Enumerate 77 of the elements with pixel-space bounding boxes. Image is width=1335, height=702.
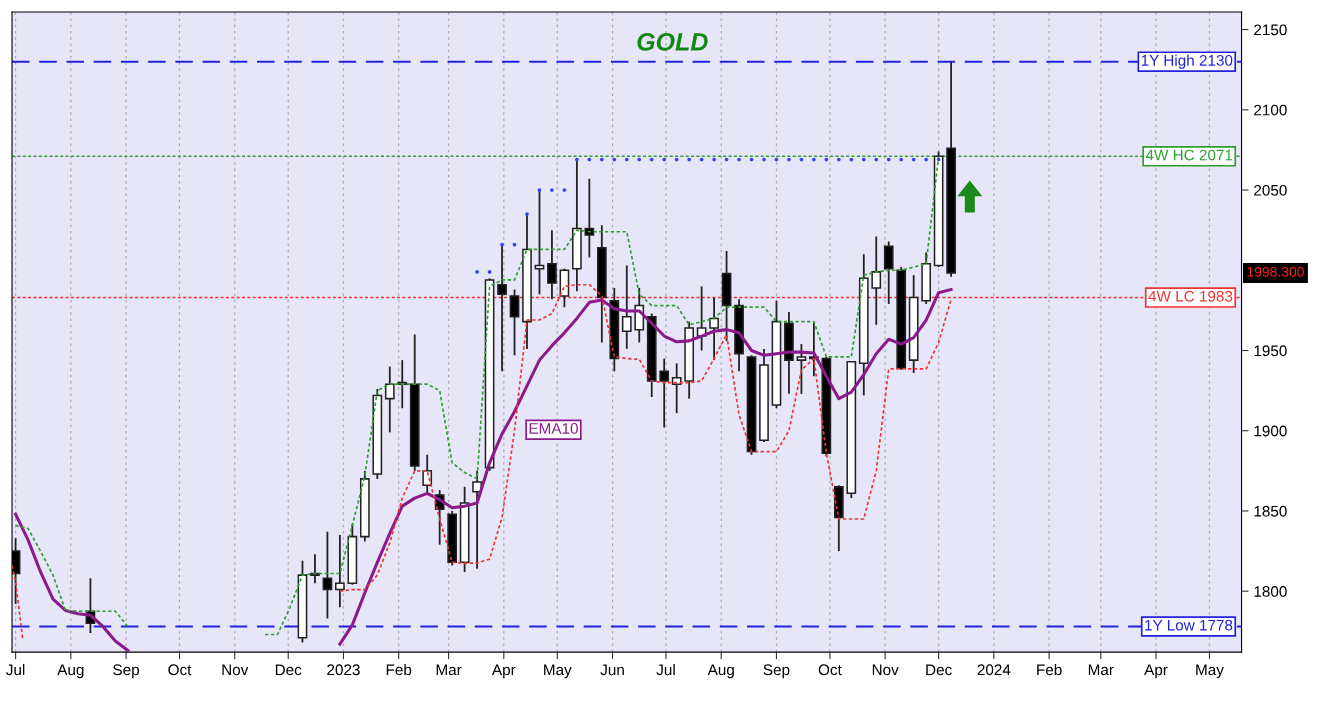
point <box>537 188 542 192</box>
candlestick <box>584 177 595 259</box>
series-label: EMA10 <box>529 422 578 434</box>
text: GOLD <box>637 32 708 51</box>
x-tick-label: Mar <box>436 664 462 676</box>
y-tick-label: 1800 <box>1254 586 1287 597</box>
point <box>861 157 866 162</box>
point <box>550 188 554 192</box>
x-tick-label: Jul <box>6 663 25 676</box>
candlestick <box>509 288 520 357</box>
point <box>487 270 492 274</box>
x-tick-label: Apr <box>491 664 516 679</box>
candlestick <box>384 365 395 434</box>
x-tick-label: Nov <box>872 664 899 676</box>
point <box>562 188 567 192</box>
x-tick-label: May <box>544 664 572 679</box>
x-tick-label: Oct <box>168 664 192 676</box>
ref-line-label: 4W HC 2071 <box>1145 149 1233 161</box>
x-tick-label: Jun <box>600 664 624 676</box>
point <box>637 157 642 162</box>
candlestick <box>335 534 345 609</box>
point <box>649 157 654 162</box>
candlestick <box>871 235 882 326</box>
y-tick-label: 1850 <box>1254 505 1287 517</box>
candlestick <box>659 357 670 429</box>
x-tick-label: May <box>1196 664 1224 679</box>
point <box>575 157 579 162</box>
y-tick-label: 2100 <box>1254 104 1287 116</box>
x-tick-label: Mar <box>1088 664 1114 676</box>
x-tick-label: 2023 <box>327 664 360 676</box>
x-tick-label: Nov <box>222 664 249 676</box>
point <box>899 157 904 162</box>
candlestick <box>547 229 557 301</box>
point <box>812 157 816 162</box>
point <box>687 157 691 162</box>
point <box>712 157 716 162</box>
point <box>849 157 854 162</box>
point <box>886 157 891 162</box>
candlestick <box>709 296 719 362</box>
candlestick <box>497 243 507 373</box>
x-tick-label: Aug <box>57 664 84 679</box>
point <box>600 157 604 162</box>
y-tick-label: 1950 <box>1254 345 1287 357</box>
candlestick <box>796 343 807 395</box>
point <box>500 242 504 247</box>
candlestick <box>472 469 482 570</box>
x-tick-label: 2024 <box>977 664 1011 676</box>
point <box>787 157 791 162</box>
point <box>525 212 529 216</box>
candlestick <box>671 362 682 414</box>
point <box>612 157 617 162</box>
point <box>475 270 479 274</box>
x-tick-label: Sep <box>113 664 140 679</box>
point <box>924 157 928 162</box>
y-tick-label: 2050 <box>1254 184 1287 196</box>
candlestick <box>883 240 894 305</box>
point <box>837 157 841 162</box>
point <box>874 157 879 162</box>
x-tick-label: Jul <box>656 663 675 676</box>
x-tick-label: Feb <box>386 663 412 676</box>
y-tick-label: 1900 <box>1254 425 1287 437</box>
x-tick-label: Oct <box>818 664 842 676</box>
x-tick-label: Dec <box>926 664 952 676</box>
ref-line-label: 1Y High 2130 <box>1141 54 1233 69</box>
ref-line-label: 4W LC 1983 <box>1148 290 1233 302</box>
candlestick <box>621 264 632 350</box>
y-tick-label: 2150 <box>1254 24 1287 36</box>
point <box>662 157 667 162</box>
x-tick-label: Feb <box>1037 663 1062 676</box>
x-tick-label: Sep <box>763 664 790 679</box>
x-tick-label: Aug <box>707 664 734 679</box>
point <box>762 157 766 162</box>
x-tick-label: Apr <box>1144 664 1168 679</box>
text: 1998.300 <box>1247 266 1304 277</box>
x-tick-label: Dec <box>275 664 302 676</box>
ref-line-label: 1Y Low 1778 <box>1145 619 1233 631</box>
point <box>624 157 629 162</box>
